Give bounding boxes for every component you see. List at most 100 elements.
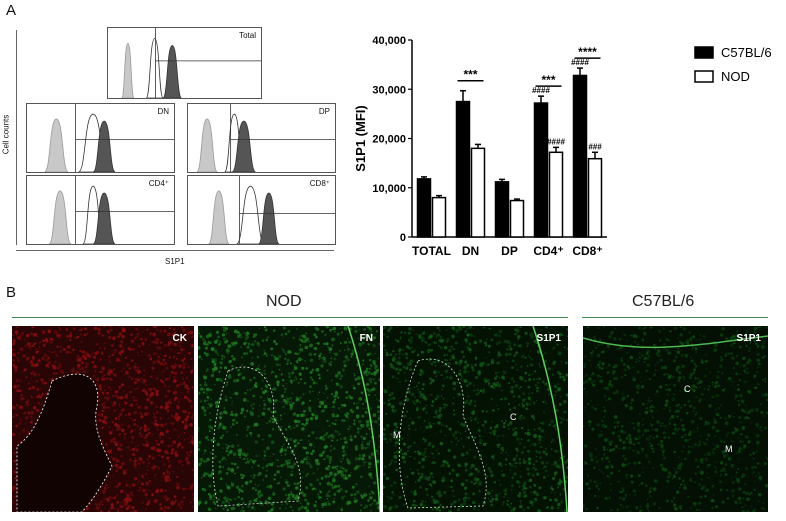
region-label-medulla: M [393,430,401,440]
y-tick-label: 30,000 [372,84,406,96]
legend-label: NOD [721,69,750,84]
error-bar [499,178,505,182]
histogram-cd4-plot [48,176,174,244]
bar-C57BL/6-DP [494,181,510,238]
capsule-edge [583,335,768,349]
legend: C57BL/6 NOD [694,45,772,84]
bar-C57BL/6-DN [455,100,471,238]
region-label-medulla: M [725,444,733,454]
significance-label: *** [463,68,477,82]
x-tick-label: CD4⁺ [533,244,563,258]
micrograph-s1p1-nod-label: S1P1 [536,333,561,344]
bar-C57BL/6-TOTAL [416,178,432,238]
micrograph-s1p1-c57-label: S1P1 [736,333,761,344]
y-tick-label: 0 [400,232,406,244]
error-bar [538,95,544,104]
s1p1-bar-chart: 0 10,000 20,000 30,000 40,000 S1P1 (MFI) TOTAL… [353,35,772,258]
micrograph-s1p1-c57: S1P1 C M [583,326,768,512]
x-tick-label: DN [462,244,479,258]
y-tick-label: 10,000 [372,183,406,195]
c57-peak [162,45,182,98]
bar-NOD-CD8⁺ [587,157,603,238]
nod-peak [236,185,265,244]
medulla-outline [212,366,302,507]
histogram-dp-plot [196,104,335,172]
histogram-dn: DN [26,103,175,173]
hash-mark-label: #### [547,137,565,146]
bar-NOD-DP [509,199,525,238]
micrograph-ck-label: CK [172,333,187,344]
isotype-peak [44,118,69,172]
micrograph-fn-image [198,326,380,512]
isotype-peak [196,118,218,172]
histogram-dp-label: DP [318,107,330,116]
c57-peak [92,120,116,172]
isotype-peak [48,190,72,244]
histogram-cd4: CD4⁺ [26,175,175,245]
tissue-background [198,326,380,512]
micrograph-ck: CK [12,326,194,512]
micrograph-s1p1-nod: S1P1 M C [383,326,568,512]
histogram-dn-plot [44,104,174,172]
c57-peak [258,192,280,244]
tissue-stain [198,326,380,512]
flow-y-axis [16,30,17,245]
group-rule-c57 [582,317,768,318]
capsule-edge [347,326,380,512]
bar-C57BL/6-CD4⁺ [533,102,549,238]
y-axis [408,39,413,238]
flow-x-label: S1P1 [165,257,185,266]
medulla-outline [16,373,113,512]
error-bar [475,143,481,149]
error-bar [577,67,583,76]
isotype-peak [121,42,135,98]
micrograph-fn-label: FN [359,333,373,344]
micrograph-ck-image [12,326,194,512]
bar-NOD-DN [470,147,486,238]
error-bar [436,194,442,198]
capsule-edge [532,326,568,512]
legend-swatch [694,46,714,59]
histogram-dn-label: DN [157,107,169,116]
histogram-cd8: CD8⁺ [187,175,336,245]
nod-peak [145,38,164,98]
region-label-cortex: C [684,384,691,394]
hash-mark-label: #### [571,58,589,67]
histogram-total-plot [121,28,261,98]
micrograph-s1p1-nod-image [383,326,568,512]
bar-NOD-TOTAL [431,196,447,238]
micrograph-s1p1-c57-image [583,326,768,512]
legend-label: C57BL/6 [721,45,772,60]
c57-peak [231,120,257,172]
group-title-c57: C57BL/6 [632,293,695,310]
histogram-cd8-label: CD8⁺ [309,179,330,188]
group-title-nod: NOD [266,293,302,310]
hash-mark-label: ### [588,142,602,151]
histogram-dp: DP [187,103,336,173]
y-axis-label: S1P1 (MFI) [353,105,368,171]
panel-b-label: B [6,284,17,301]
error-bar [553,146,559,153]
x-tick-label: CD8⁺ [572,244,602,258]
error-bar [460,89,466,102]
tissue-stain [583,326,768,512]
y-tick-label: 20,000 [372,134,406,146]
y-tick-label: 40,000 [372,35,406,47]
x-tick-label: TOTAL [412,244,451,258]
panel-a-label: A [6,2,17,19]
isotype-peak [208,190,230,244]
error-bar [421,176,427,179]
hash-mark-label: #### [532,86,550,95]
bar-NOD-CD4⁺ [548,151,564,238]
region-label-cortex: C [510,412,517,422]
group-rule-nod [12,317,568,318]
significance-label: **** [578,45,597,59]
error-bar [592,151,598,159]
flow-x-axis [16,250,334,251]
c57-peak [92,192,116,244]
histogram-cd8-plot [208,176,335,244]
histogram-total-label: Total [239,31,256,40]
legend-swatch [694,70,714,83]
histogram-cd4-label: CD4⁺ [148,179,169,188]
significance-label: *** [541,73,555,87]
